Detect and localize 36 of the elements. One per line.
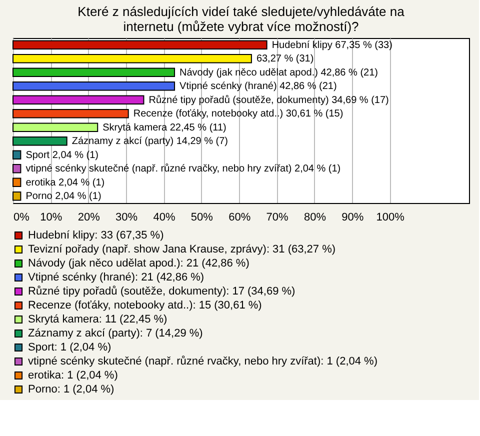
- x-tick-label: 90%: [342, 212, 364, 224]
- legend-label: Návody (jak něco udělat apod.): 21 (42,86 %): [28, 258, 250, 270]
- data-label: Různé tipy pořadů (soutěže, dokumenty) 34,69 % (17): [148, 94, 389, 106]
- x-tick-label: 0%: [14, 212, 30, 224]
- x-tick-label: 50%: [190, 212, 214, 224]
- legend-label: Vtipné scénky (hrané): 21 (42,86 %): [28, 272, 204, 284]
- x-tick-label: 10%: [40, 212, 62, 224]
- data-label: Porno 2,04 % (1): [26, 191, 102, 202]
- x-tick-label: 80%: [304, 212, 326, 224]
- x-tick-label: 100%: [376, 212, 405, 224]
- legend-label: Různé tipy pořadů (soutěže, dokumenty): 17 (34,69 %): [28, 286, 296, 298]
- data-label: Vtipné scénky (hrané) 42,86 % (21): [180, 81, 337, 92]
- data-label: Skrytá kamera 22,45 % (11): [102, 122, 226, 134]
- data-label: Recenze (foťáky, notebooky atd..) 30,61 % (15): [133, 108, 344, 120]
- x-tick-label: 30%: [116, 212, 138, 224]
- legend-label: Sport: 1 (2,04 %): [28, 342, 112, 354]
- x-tick-label: 70%: [266, 212, 289, 224]
- chart-title: Které z následujících videí také sledujete/vyhledáváte na internetu (můžete vybrat více možností)?: [78, 4, 406, 34]
- x-tick-label: 60%: [228, 212, 251, 224]
- data-label: Návody (jak něco udělat apod.) 42,86 % (21): [180, 67, 378, 78]
- data-label: Záznamy z akcí (party) 14,29 % (7): [72, 136, 228, 148]
- data-label: erotika 2,04 % (1): [26, 177, 105, 188]
- legend-label: Porno: 1 (2,04 %): [28, 384, 114, 396]
- legend-label: Recenze (foťáky, notebooky atd..): 15 (30,61 %): [28, 300, 262, 312]
- legend-label: erotika: 1 (2,04 %): [28, 370, 118, 382]
- data-label: Hudební klipy 67,35 % (33): [272, 40, 392, 51]
- legend-label: Hudební klipy: 33 (67,35 %): [28, 230, 164, 242]
- legend-label: Tevizní pořady (např. show Jana Krause, zprávy): 31 (63,27 %): [28, 244, 336, 256]
- data-label: Sport 2,04 % (1): [26, 150, 98, 161]
- legend-label: vtipné scénky skutečné (např. různé rvačky, nebo hry zvířat): 1 (2,04 %): [28, 356, 378, 368]
- legend-label: Záznamy z akcí (party): 7 (14,29 %): [28, 328, 203, 340]
- x-tick-label: 20%: [78, 212, 100, 224]
- data-label: 63,27 % (31): [256, 54, 314, 65]
- data-label: vtipné scénky skutečné (např. různé rvačky, nebo hry zvířat) 2,04 % (1): [26, 162, 341, 175]
- legend-label: Skrytá kamera: 11 (22,45 %): [28, 314, 168, 326]
- x-tick-label: 40%: [153, 212, 176, 224]
